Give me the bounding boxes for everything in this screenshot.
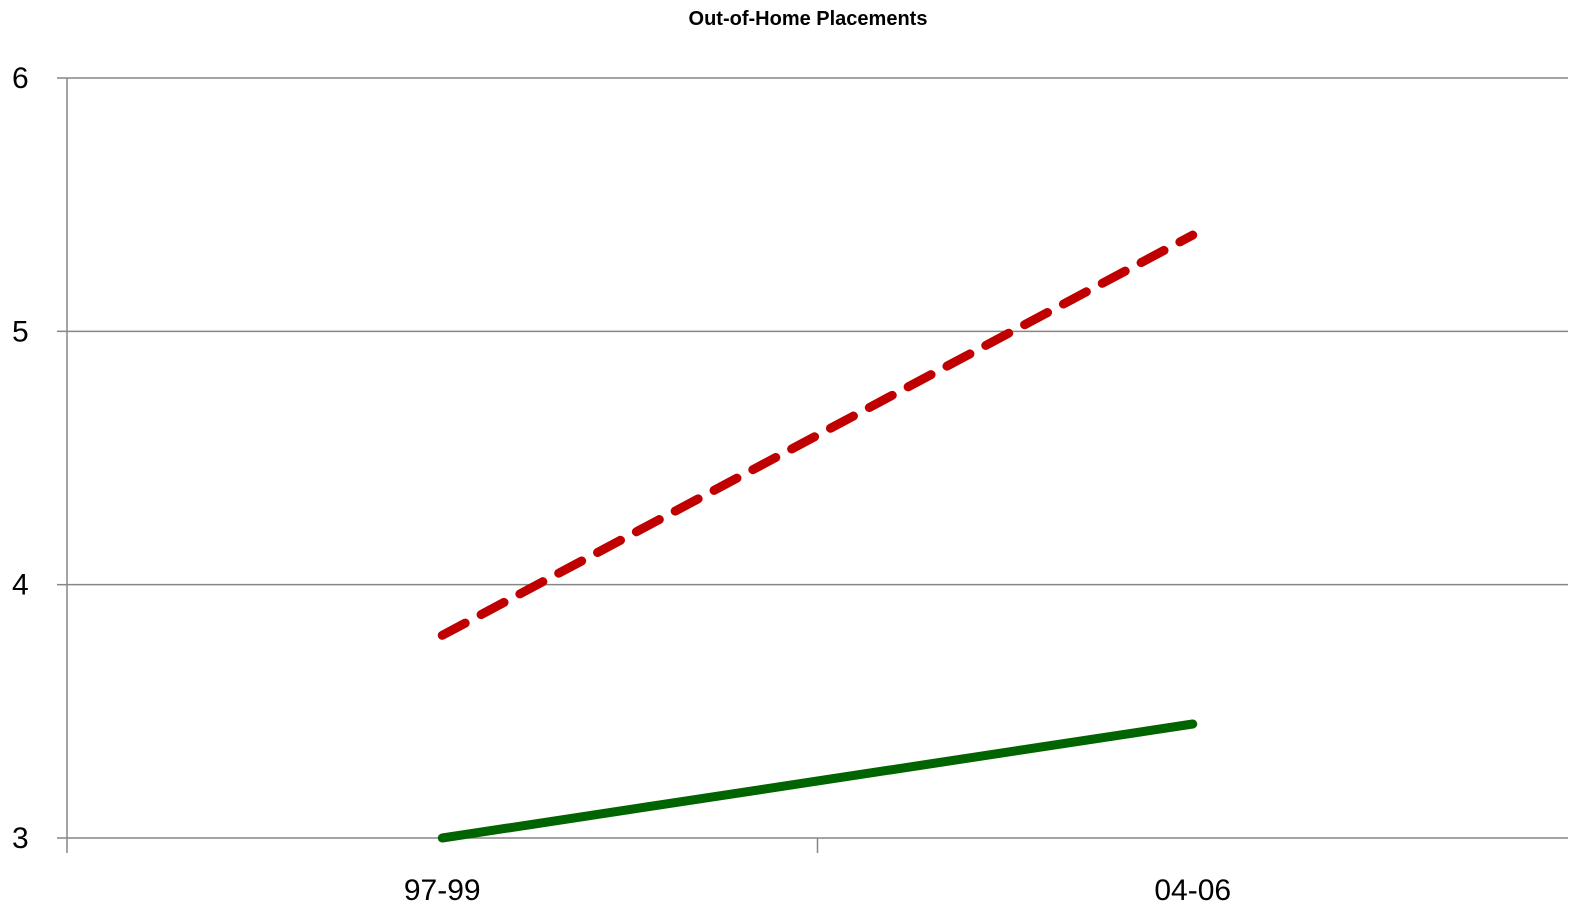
- y-tick-label: 3: [12, 822, 29, 855]
- series-lines: [437, 230, 1198, 843]
- y-tick-label: 5: [12, 315, 29, 348]
- series-line-1: [437, 230, 1198, 640]
- axes: [57, 77, 819, 853]
- series-line-2: [437, 719, 1198, 843]
- x-tick-label: 04-06: [1154, 874, 1231, 907]
- x-tick-label: 97-99: [404, 874, 481, 907]
- y-tick-label: 6: [12, 62, 29, 95]
- chart-title: Out-of-Home Placements: [688, 8, 928, 30]
- gridlines: [67, 77, 1568, 839]
- tick-labels: 3 4 5 6 97-99 04-06: [12, 62, 1231, 907]
- y-tick-label: 4: [12, 569, 29, 602]
